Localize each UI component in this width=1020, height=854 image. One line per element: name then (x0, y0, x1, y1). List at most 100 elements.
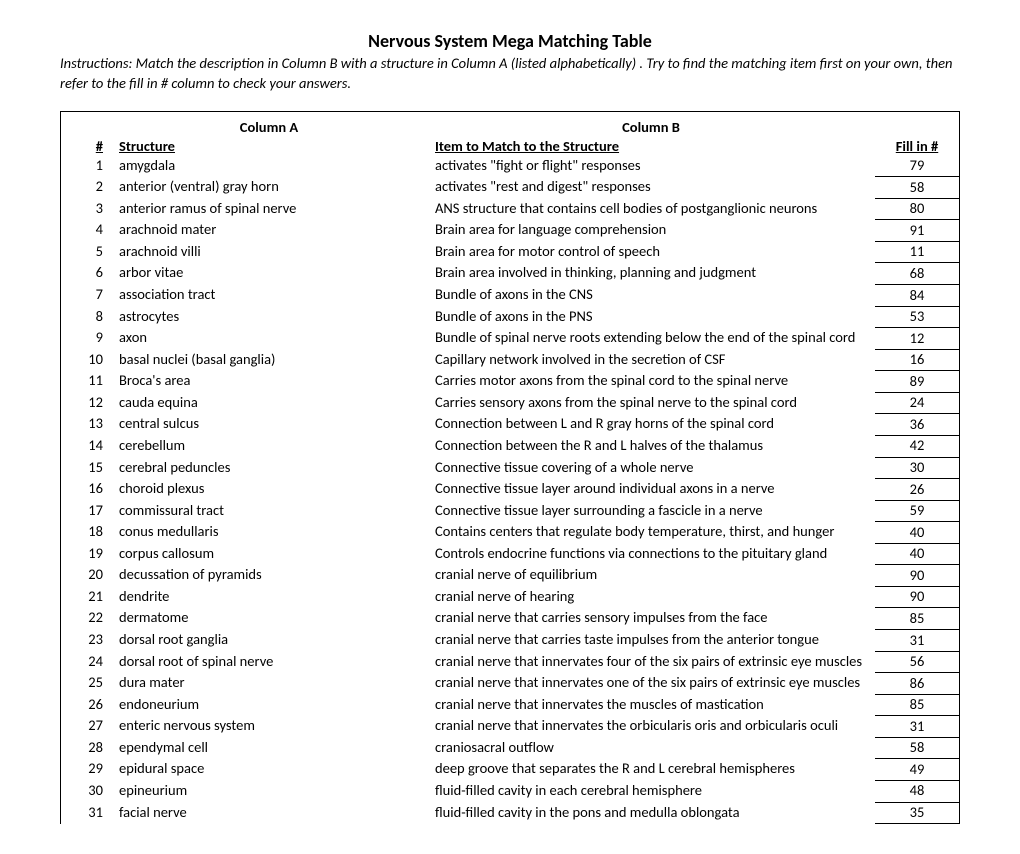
structure-cell: association tract (111, 285, 427, 307)
table-row: 6arbor vitaeBrain area involved in think… (61, 263, 959, 285)
table-body: 1amygdalaactivates "fight or flight" res… (61, 156, 959, 824)
structure-cell: epidural space (111, 759, 427, 781)
structure-cell: commissural tract (111, 500, 427, 522)
structure-cell: arachnoid mater (111, 220, 427, 242)
description-cell: ANS structure that contains cell bodies … (427, 198, 875, 220)
structure-cell: cerebral peduncles (111, 457, 427, 479)
structure-cell: arachnoid villi (111, 241, 427, 263)
description-cell: cranial nerve that innervates the orbicu… (427, 716, 875, 738)
structure-cell: cauda equina (111, 392, 427, 414)
table-row: 28ependymal cellcraniosacral outflow58 (61, 737, 959, 759)
table-row: 19corpus callosumControls endocrine func… (61, 543, 959, 565)
row-number: 21 (61, 586, 111, 608)
structure-cell: conus medullaris (111, 522, 427, 544)
header-column-b: Column B (427, 112, 875, 137)
structure-cell: dendrite (111, 586, 427, 608)
row-number: 25 (61, 673, 111, 695)
table-row: 5arachnoid villiBrain area for motor con… (61, 241, 959, 263)
description-cell: Connective tissue layer around individua… (427, 479, 875, 501)
header-item: Item to Match to the Structure (427, 137, 875, 156)
table-row: 30epineuriumfluid-filled cavity in each … (61, 780, 959, 802)
table-row: 8astrocytesBundle of axons in the PNS53 (61, 306, 959, 328)
table-row: 18conus medullarisContains centers that … (61, 522, 959, 544)
table-row: 1amygdalaactivates "fight or flight" res… (61, 156, 959, 177)
row-number: 7 (61, 285, 111, 307)
table-row: 13central sulcusConnection between L and… (61, 414, 959, 436)
description-cell: Connection between the R and L halves of… (427, 435, 875, 457)
description-cell: cranial nerve of hearing (427, 586, 875, 608)
fill-in-cell: 89 (875, 371, 959, 393)
fill-in-cell: 58 (875, 737, 959, 759)
structure-cell: dorsal root of spinal nerve (111, 651, 427, 673)
fill-in-cell: 31 (875, 716, 959, 738)
row-number: 11 (61, 371, 111, 393)
table-row: 7association tractBundle of axons in the… (61, 285, 959, 307)
table-row: 11Broca's areaCarries motor axons from t… (61, 371, 959, 393)
description-cell: deep groove that separates the R and L c… (427, 759, 875, 781)
row-number: 15 (61, 457, 111, 479)
description-cell: fluid-filled cavity in the pons and medu… (427, 802, 875, 824)
header-num: # (61, 137, 111, 156)
row-number: 10 (61, 349, 111, 371)
table-row: 9axonBundle of spinal nerve roots extend… (61, 328, 959, 350)
row-number: 12 (61, 392, 111, 414)
fill-in-cell: 86 (875, 673, 959, 695)
table-row: 15cerebral pedunclesConnective tissue co… (61, 457, 959, 479)
structure-cell: Broca's area (111, 371, 427, 393)
row-number: 2 (61, 177, 111, 199)
fill-in-cell: 35 (875, 802, 959, 824)
row-number: 1 (61, 156, 111, 177)
fill-in-cell: 42 (875, 435, 959, 457)
description-cell: cranial nerve that innervates four of th… (427, 651, 875, 673)
fill-in-cell: 16 (875, 349, 959, 371)
structure-cell: amygdala (111, 156, 427, 177)
table-row: 24dorsal root of spinal nervecranial ner… (61, 651, 959, 673)
structure-cell: cerebellum (111, 435, 427, 457)
row-number: 23 (61, 630, 111, 652)
fill-in-cell: 26 (875, 479, 959, 501)
fill-in-cell: 84 (875, 285, 959, 307)
description-cell: Bundle of spinal nerve roots extending b… (427, 328, 875, 350)
row-number: 9 (61, 328, 111, 350)
row-number: 24 (61, 651, 111, 673)
row-number: 29 (61, 759, 111, 781)
row-number: 28 (61, 737, 111, 759)
structure-cell: endoneurium (111, 694, 427, 716)
row-number: 3 (61, 198, 111, 220)
table-row: 3anterior ramus of spinal nerveANS struc… (61, 198, 959, 220)
table-row: 22dermatomecranial nerve that carries se… (61, 608, 959, 630)
description-cell: cranial nerve that innervates the muscle… (427, 694, 875, 716)
description-cell: activates "fight or flight" responses (427, 156, 875, 177)
table-row: 20decussation of pyramidscranial nerve o… (61, 565, 959, 587)
description-cell: Contains centers that regulate body temp… (427, 522, 875, 544)
row-number: 4 (61, 220, 111, 242)
structure-cell: axon (111, 328, 427, 350)
fill-in-cell: 40 (875, 522, 959, 544)
table-row: 27enteric nervous systemcranial nerve th… (61, 716, 959, 738)
page-title: Nervous System Mega Matching Table (60, 30, 960, 52)
fill-in-cell: 58 (875, 177, 959, 199)
structure-cell: central sulcus (111, 414, 427, 436)
structure-cell: dorsal root ganglia (111, 630, 427, 652)
description-cell: craniosacral outflow (427, 737, 875, 759)
fill-in-cell: 24 (875, 392, 959, 414)
header-fill: Fill in # (875, 137, 959, 156)
description-cell: Brain area involved in thinking, plannin… (427, 263, 875, 285)
fill-in-cell: 40 (875, 543, 959, 565)
fill-in-cell: 36 (875, 414, 959, 436)
description-cell: Connective tissue layer surrounding a fa… (427, 500, 875, 522)
structure-cell: anterior (ventral) gray horn (111, 177, 427, 199)
matching-table: Column A Column B # Structure Item to Ma… (61, 112, 959, 824)
description-cell: fluid-filled cavity in each cerebral hem… (427, 780, 875, 802)
row-number: 26 (61, 694, 111, 716)
matching-table-container: Column A Column B # Structure Item to Ma… (60, 111, 960, 824)
description-cell: Bundle of axons in the CNS (427, 285, 875, 307)
fill-in-cell: 85 (875, 694, 959, 716)
structure-cell: dermatome (111, 608, 427, 630)
table-row: 14cerebellumConnection between the R and… (61, 435, 959, 457)
row-number: 31 (61, 802, 111, 824)
structure-cell: dura mater (111, 673, 427, 695)
row-number: 19 (61, 543, 111, 565)
row-number: 6 (61, 263, 111, 285)
structure-cell: corpus callosum (111, 543, 427, 565)
